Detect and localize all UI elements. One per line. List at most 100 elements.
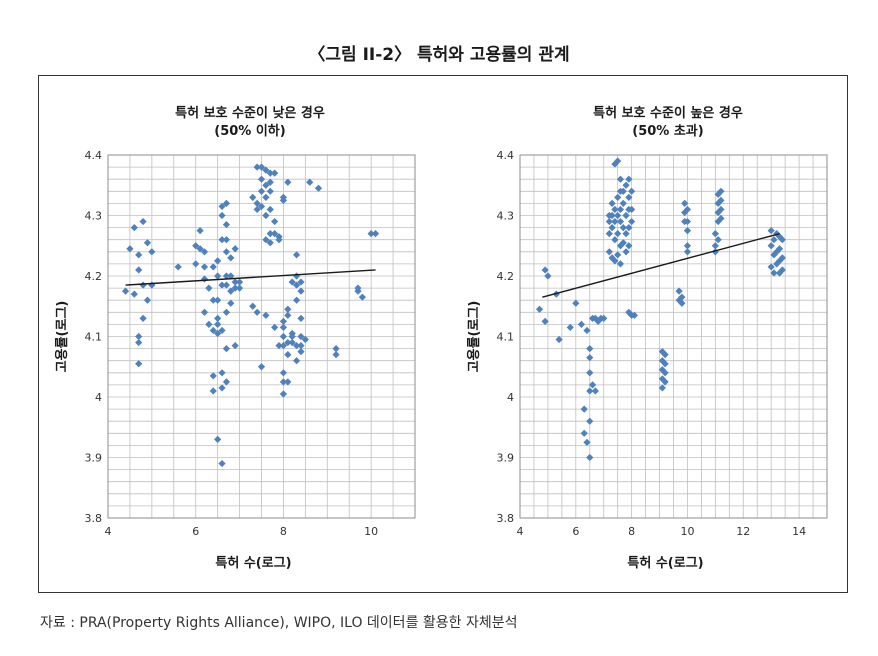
data-point (605, 248, 613, 256)
data-point (231, 284, 239, 292)
x-tick-label: 12 (736, 525, 750, 538)
data-point (218, 281, 226, 289)
data-point (594, 317, 602, 325)
data-point (625, 193, 633, 201)
data-point (354, 287, 362, 295)
data-point (775, 269, 784, 277)
data-point (600, 314, 608, 322)
data-point (200, 248, 209, 256)
plot-2: 특허 보호 수준이 높은 경우 (50% 초과) 4 6 8 10 12 14 3.8 3.9 4 4… (466, 105, 828, 571)
plot-area-border (107, 154, 416, 519)
data-point (209, 326, 217, 335)
data-point (770, 251, 778, 259)
data-point (235, 278, 244, 286)
y-axis-label: 고용률(로그) (466, 301, 482, 373)
data-point (371, 230, 380, 238)
data-point (619, 239, 627, 247)
data-point (616, 175, 625, 183)
data-point (253, 308, 261, 316)
data-point (271, 230, 279, 238)
data-point (227, 299, 235, 307)
data-point (262, 311, 270, 319)
data-point (711, 242, 719, 250)
data-point (586, 345, 594, 353)
data-point (249, 302, 257, 310)
data-point (605, 230, 613, 238)
data-point (209, 296, 217, 304)
data-point (284, 338, 292, 347)
data-point (675, 287, 683, 295)
data-point (544, 272, 552, 280)
data-point (586, 453, 594, 462)
data-point (271, 217, 279, 226)
data-point (135, 360, 143, 368)
data-point (566, 323, 574, 332)
plot-1: 특허 보호 수준이 낮은 경우 (50% 이하) 4 6 8 10 3.8 3.9 4 4.1 4.… (54, 105, 416, 571)
data-point (200, 275, 209, 283)
data-point (130, 290, 138, 298)
data-point (257, 363, 266, 371)
data-point (222, 199, 231, 207)
x-axis-label: 특허 수(로그) (627, 555, 703, 571)
data-point (126, 245, 134, 253)
data-point (658, 384, 666, 392)
x-tick-label: 6 (572, 525, 579, 538)
data-point (222, 248, 231, 256)
data-point (297, 348, 305, 356)
data-point (625, 242, 633, 250)
data-point (279, 196, 288, 204)
data-point (222, 220, 231, 229)
data-point (222, 236, 231, 244)
plot-title: 특허 보호 수준이 낮은 경우 (175, 105, 325, 121)
data-point (622, 211, 630, 220)
data-point (214, 257, 222, 265)
source-note: 자료 : PRA(Property Rights Alliance), WIPO… (40, 615, 518, 631)
data-point (622, 181, 630, 189)
data-point (661, 378, 669, 386)
y-tick-label: 3.9 (85, 452, 103, 465)
data-point (297, 314, 305, 322)
data-point (279, 317, 288, 325)
y-tick-label: 4.3 (497, 210, 515, 223)
x-tick-label: 8 (280, 525, 287, 538)
data-point (253, 163, 261, 171)
data-point (619, 199, 627, 207)
data-point (577, 320, 585, 328)
data-point (279, 332, 288, 341)
data-point (770, 236, 778, 244)
data-point (271, 323, 279, 332)
data-point (218, 384, 226, 392)
x-tick-label: 4 (517, 525, 524, 538)
data-point (214, 435, 222, 443)
chart-frame (38, 75, 848, 593)
data-point (266, 169, 274, 177)
trend-line (125, 269, 376, 286)
data-point (139, 217, 147, 226)
data-point (616, 242, 625, 250)
data-point (227, 272, 235, 280)
data-point (279, 369, 288, 377)
data-point (608, 254, 616, 262)
data-point (214, 320, 222, 328)
data-point (678, 299, 686, 307)
trend-line (542, 232, 780, 298)
data-point (222, 281, 231, 289)
data-point (622, 248, 630, 256)
data-point (778, 266, 786, 274)
data-point (284, 351, 292, 359)
y-tick-label: 4.3 (85, 210, 103, 223)
data-point (628, 187, 636, 195)
data-point (214, 329, 222, 338)
figure-title: 〈그림 II-2〉 특허와 고용률의 관계 (308, 45, 570, 65)
x-tick-label: 6 (192, 525, 199, 538)
data-point (681, 199, 689, 207)
data-point (227, 287, 235, 295)
data-point (143, 296, 152, 304)
data-point (266, 239, 274, 247)
data-point (773, 248, 781, 256)
data-point (262, 181, 270, 189)
data-point (717, 214, 725, 223)
data-point (616, 260, 625, 268)
data-point (661, 369, 669, 377)
data-point (231, 278, 239, 286)
